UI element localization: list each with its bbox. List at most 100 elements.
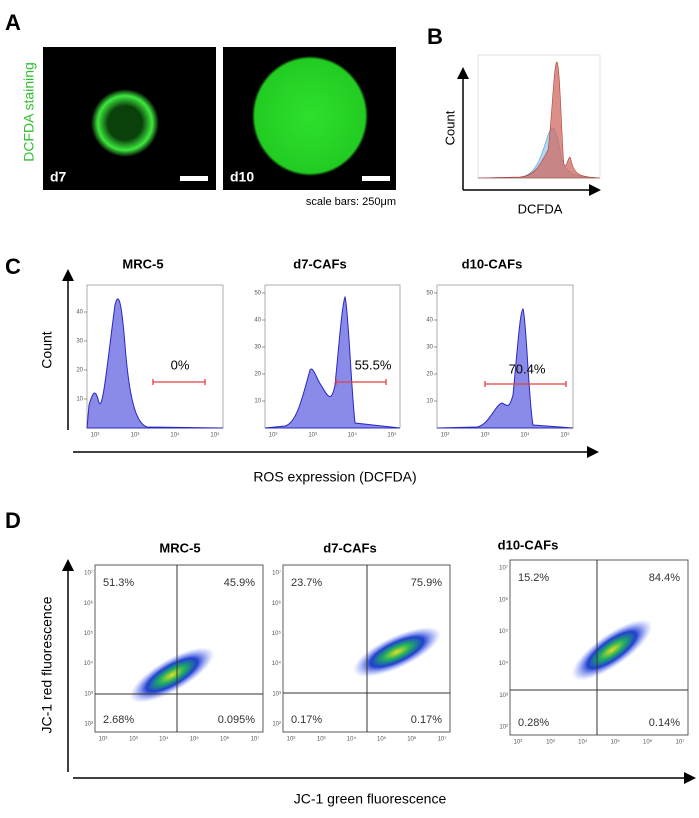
quadrant-label: 0.28%	[518, 717, 549, 729]
x-tick-label: 10³	[129, 737, 138, 743]
y-tick-label: 10⁷	[84, 570, 93, 577]
histogram	[477, 61, 601, 179]
y-tick-label: 20	[426, 372, 433, 378]
plot-title: d10-CAFs	[498, 537, 559, 552]
x-tick-label: 10⁴	[348, 432, 358, 439]
quadrant-label: 0.095%	[218, 714, 256, 726]
scale-bar	[180, 176, 208, 181]
quadrant-label: 23.7%	[291, 577, 322, 589]
x-tick-label: 10²	[441, 433, 450, 439]
histogram	[264, 295, 401, 429]
x-tick-label: 10⁷	[676, 739, 685, 746]
quadrant-label: 75.9%	[411, 577, 442, 589]
quadrant-label: 45.9%	[224, 577, 255, 589]
x-label: JC-1 green fluorescence	[294, 791, 447, 807]
x-tick-label: 10²	[269, 433, 278, 439]
panel-label: B	[427, 24, 443, 49]
x-label: DCFDA	[518, 201, 563, 216]
plot-title: d10-CAFs	[462, 256, 523, 271]
x-tick-label: 10⁴	[520, 432, 530, 439]
x-tick-label: 10⁵	[377, 736, 387, 743]
quadrant-label: 84.4%	[649, 572, 680, 584]
image-label: d7	[50, 169, 67, 185]
x-tick-label: 10⁶	[407, 736, 417, 743]
x-tick-label: 10⁴	[347, 736, 357, 743]
y-tick-label: 30	[254, 345, 261, 351]
y-tick-label: 30	[426, 345, 433, 351]
x-tick-label: 10⁴	[578, 739, 588, 746]
x-tick-label: 10⁵	[190, 736, 200, 743]
y-tick-label: 40	[76, 310, 83, 316]
note: scale bars: 250μm	[306, 196, 396, 208]
x-tick-label: 10²	[287, 737, 296, 743]
x-tick-label: 10⁵	[560, 432, 570, 439]
y-tick-label: 10²	[272, 722, 281, 728]
gate-label: 0%	[171, 357, 190, 372]
x-tick-label: 10⁷	[438, 736, 447, 743]
quadrant-label: 0.17%	[291, 714, 322, 726]
panel-d-plots: MRC-5 51.3% 45.9% 2.68% 0.095% 10² 10² 10³ 10³ 10…	[84, 537, 689, 746]
x-tick-label: 10⁵	[387, 432, 397, 439]
x-tick-label: 10³	[308, 433, 317, 439]
spheroid	[91, 89, 159, 157]
plot-title: MRC-5	[159, 540, 200, 555]
panel-c-plots: MRC-5 10 20 30 40 10² 10³ 10⁴ 10⁵ 0% d7-CAFs 10 20 30…	[76, 256, 574, 439]
x-tick-label: 10⁴	[170, 432, 180, 439]
plot-title: MRC-5	[122, 256, 163, 271]
x-label: ROS expression (DCFDA)	[253, 469, 416, 485]
gate-label: 55.5%	[355, 357, 392, 372]
gate-label: 70.4%	[509, 361, 546, 376]
histogram	[436, 308, 574, 429]
histogram	[86, 298, 224, 429]
quadrant-label: 0.14%	[649, 717, 680, 729]
scatter-cloud	[571, 619, 653, 681]
y-tick-label: 30	[76, 339, 83, 345]
y-tick-label: 40	[254, 318, 261, 324]
x-tick-label: 10³	[546, 740, 555, 746]
y-tick-label: 10⁷	[499, 565, 508, 572]
panel-label: D	[5, 508, 21, 533]
y-label: DCFDA staining	[21, 62, 37, 162]
y-tick-label: 10⁴	[499, 660, 509, 667]
y-tick-label: 10³	[84, 691, 93, 697]
x-tick-label: 10⁶	[643, 739, 653, 746]
y-tick-label: 10⁶	[272, 600, 282, 607]
y-tick-label: 50	[426, 291, 433, 297]
panel-label: C	[5, 254, 21, 279]
x-tick-label: 10⁵	[210, 432, 220, 439]
y-tick-label: 10	[254, 399, 261, 405]
y-tick-label: 10⁶	[84, 600, 94, 607]
y-tick-label: 10⁷	[272, 570, 281, 577]
y-tick-label: 10⁵	[499, 628, 509, 635]
plot-frame	[94, 564, 264, 733]
y-tick-label: 10	[76, 397, 83, 403]
quadrant-label: 15.2%	[518, 572, 549, 584]
x-tick-label: 10²	[91, 433, 100, 439]
x-tick-label: 10⁴	[159, 736, 169, 743]
y-tick-label: 10³	[272, 691, 281, 697]
y-tick-label: 10	[426, 399, 433, 405]
scatter-cloud	[129, 647, 215, 703]
x-tick-label: 10³	[481, 433, 490, 439]
plot-title: d7-CAFs	[293, 256, 346, 271]
y-label: JC-1 red fluorescence	[39, 596, 55, 733]
image-label: d10	[230, 169, 254, 185]
x-tick-label: 10⁶	[220, 736, 230, 743]
x-tick-label: 10⁵	[611, 739, 621, 746]
y-tick-label: 10⁶	[499, 596, 509, 603]
y-tick-label: 10⁴	[84, 660, 94, 667]
x-tick-label: 10²	[514, 740, 523, 746]
x-tick-label: 10²	[99, 737, 108, 743]
y-tick-label: 50	[254, 291, 261, 297]
y-label: Count	[442, 110, 457, 145]
panel-label: A	[5, 10, 21, 35]
y-tick-label: 10²	[84, 722, 93, 728]
spheroid	[252, 56, 368, 176]
y-tick-label: 10⁴	[272, 660, 282, 667]
y-tick-label: 10³	[499, 693, 508, 699]
scale-bar	[362, 176, 390, 181]
y-tick-label: 40	[426, 318, 433, 324]
scatter-cloud	[352, 627, 442, 677]
quadrant-label: 51.3%	[103, 577, 134, 589]
